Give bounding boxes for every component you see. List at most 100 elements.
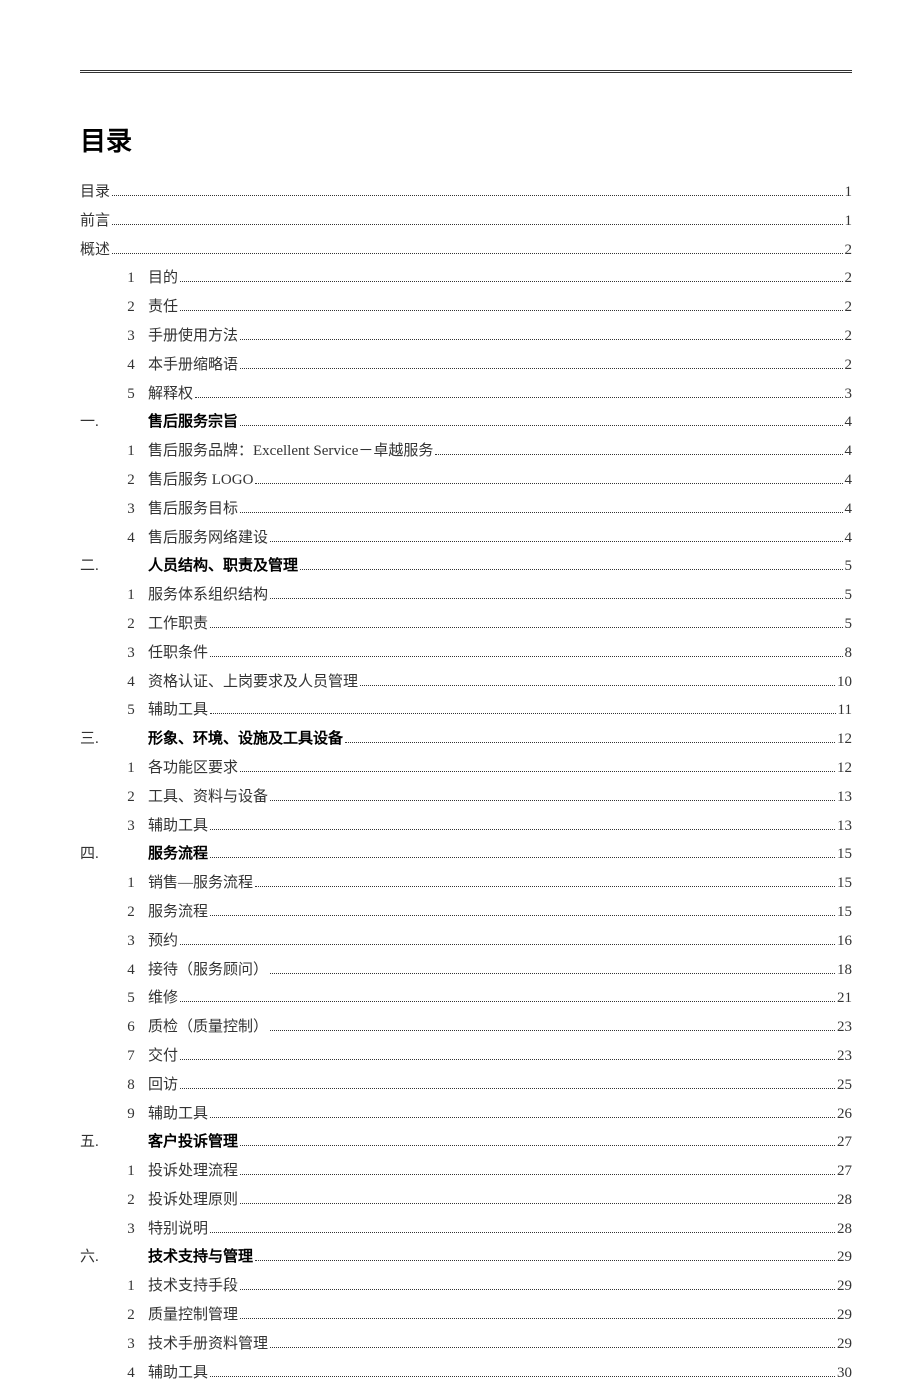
toc-leader-dots [112, 183, 842, 196]
toc-entry-page: 26 [837, 1102, 852, 1126]
toc-entry-page: 4 [845, 468, 853, 492]
toc-leader-dots [255, 874, 835, 887]
toc-entry: 8回访25 [80, 1073, 852, 1097]
toc-leader-dots [210, 644, 842, 657]
toc-entry-page: 2 [845, 238, 853, 262]
toc-entry-label: 概述 [80, 238, 110, 262]
toc-entry-page: 2 [845, 295, 853, 319]
toc-title: 目录 [80, 121, 852, 158]
toc-leader-dots [180, 1076, 835, 1089]
toc-entry-label: 质检（质量控制） [148, 1015, 268, 1039]
toc-entry: 4售后服务网络建设4 [80, 526, 852, 550]
toc-entry: 二.人员结构、职责及管理5 [80, 554, 852, 578]
toc-entry-label: 目的 [148, 266, 178, 290]
toc-leader-dots [195, 385, 842, 398]
toc-entry-label: 售后服务品牌：Excellent Service－卓越服务 [148, 439, 433, 463]
toc-entry-label: 售后服务宗旨 [114, 410, 238, 434]
toc-entry-page: 5 [845, 583, 853, 607]
toc-entry-page: 4 [845, 439, 853, 463]
toc-entry: 3手册使用方法2 [80, 324, 852, 348]
toc-entry-number: 一. [80, 410, 114, 434]
toc-entry: 5维修21 [80, 986, 852, 1010]
toc-entry: 1投诉处理流程27 [80, 1159, 852, 1183]
toc-entry-label: 服务流程 [148, 900, 208, 924]
toc-entry-label: 服务流程 [114, 842, 208, 866]
toc-entry-number: 1 [114, 439, 148, 463]
toc-entry-number: 5 [114, 698, 148, 722]
toc-entry-number: 4 [114, 526, 148, 550]
toc-leader-dots [345, 730, 835, 743]
toc-leader-dots [180, 298, 842, 311]
toc-leader-dots [112, 241, 842, 254]
toc-entry-number: 3 [114, 497, 148, 521]
toc-entry-number: 3 [114, 1332, 148, 1356]
toc-entry: 1各功能区要求12 [80, 756, 852, 780]
toc-entry-label: 工作职责 [148, 612, 208, 636]
toc-entry-number: 5 [114, 986, 148, 1010]
toc-entry-number: 4 [114, 958, 148, 982]
toc-entry-number: 8 [114, 1073, 148, 1097]
toc-entry-number: 2 [114, 468, 148, 492]
toc-leader-dots [240, 1306, 835, 1319]
toc-leader-dots [270, 788, 835, 801]
toc-entry-number: 2 [114, 1303, 148, 1327]
toc-entry-label: 任职条件 [148, 641, 208, 665]
toc-entry-number: 4 [114, 353, 148, 377]
toc-entry-number: 2 [114, 1188, 148, 1212]
toc-leader-dots [270, 529, 842, 542]
toc-leader-dots [210, 1364, 835, 1377]
toc-leader-dots [210, 903, 835, 916]
toc-entry-label: 投诉处理流程 [148, 1159, 238, 1183]
toc-entry-page: 2 [845, 266, 853, 290]
toc-entry: 5解释权3 [80, 382, 852, 406]
toc-entry-number: 2 [114, 785, 148, 809]
toc-entry-page: 10 [837, 670, 852, 694]
toc-entry-label: 辅助工具 [148, 1361, 208, 1385]
toc-entry-page: 15 [837, 871, 852, 895]
toc-entry-page: 23 [837, 1015, 852, 1039]
toc-entry: 2责任2 [80, 295, 852, 319]
toc-entry-label: 前言 [80, 209, 110, 233]
toc-entry-page: 29 [837, 1303, 852, 1327]
toc-entry: 3特别说明28 [80, 1217, 852, 1241]
toc-entry-label: 人员结构、职责及管理 [114, 554, 298, 578]
toc-entry-number: 9 [114, 1102, 148, 1126]
toc-leader-dots [180, 989, 835, 1002]
toc-entry-number: 1 [114, 1274, 148, 1298]
toc-entry-page: 29 [837, 1274, 852, 1298]
toc-entry-page: 4 [845, 410, 853, 434]
toc-entry: 3技术手册资料管理29 [80, 1332, 852, 1356]
toc-entry: 4资格认证、上岗要求及人员管理10 [80, 670, 852, 694]
toc-entry-label: 客户投诉管理 [114, 1130, 238, 1154]
toc-entry-number: 1 [114, 583, 148, 607]
toc-leader-dots [240, 1277, 835, 1290]
toc-entry: 2售后服务 LOGO4 [80, 468, 852, 492]
toc-entry-label: 工具、资料与设备 [148, 785, 268, 809]
toc-entry-label: 技术支持手段 [148, 1274, 238, 1298]
toc-entry-page: 30 [837, 1361, 852, 1385]
toc-entry: 四.服务流程15 [80, 842, 852, 866]
toc-entry: 1技术支持手段 29 [80, 1274, 852, 1298]
toc-entry-label: 辅助工具 [148, 1102, 208, 1126]
toc-entry-page: 5 [845, 554, 853, 578]
toc-leader-dots [210, 701, 836, 714]
toc-entry-page: 23 [837, 1044, 852, 1068]
toc-entry: 3预约16 [80, 929, 852, 953]
toc-leader-dots [300, 557, 842, 570]
toc-entry-page: 15 [837, 900, 852, 924]
toc-entry: 2投诉处理原则28 [80, 1188, 852, 1212]
toc-entry: 7交付23 [80, 1044, 852, 1068]
toc-entry-label: 维修 [148, 986, 178, 1010]
toc-entry: 1服务体系组织结构5 [80, 583, 852, 607]
toc-leader-dots [210, 845, 835, 858]
toc-entry-label: 形象、环境、设施及工具设备 [114, 727, 343, 751]
toc-entry: 三.形象、环境、设施及工具设备12 [80, 727, 852, 751]
toc-leader-dots [270, 961, 835, 974]
toc-leader-dots [180, 932, 835, 945]
toc-entry-number: 3 [114, 814, 148, 838]
toc-entry-page: 12 [837, 727, 852, 751]
toc-entry-label: 销售—服务流程 [148, 871, 253, 895]
toc-entry-label: 技术支持与管理 [114, 1245, 253, 1269]
toc-entry-page: 2 [845, 324, 853, 348]
toc-leader-dots [240, 327, 842, 340]
